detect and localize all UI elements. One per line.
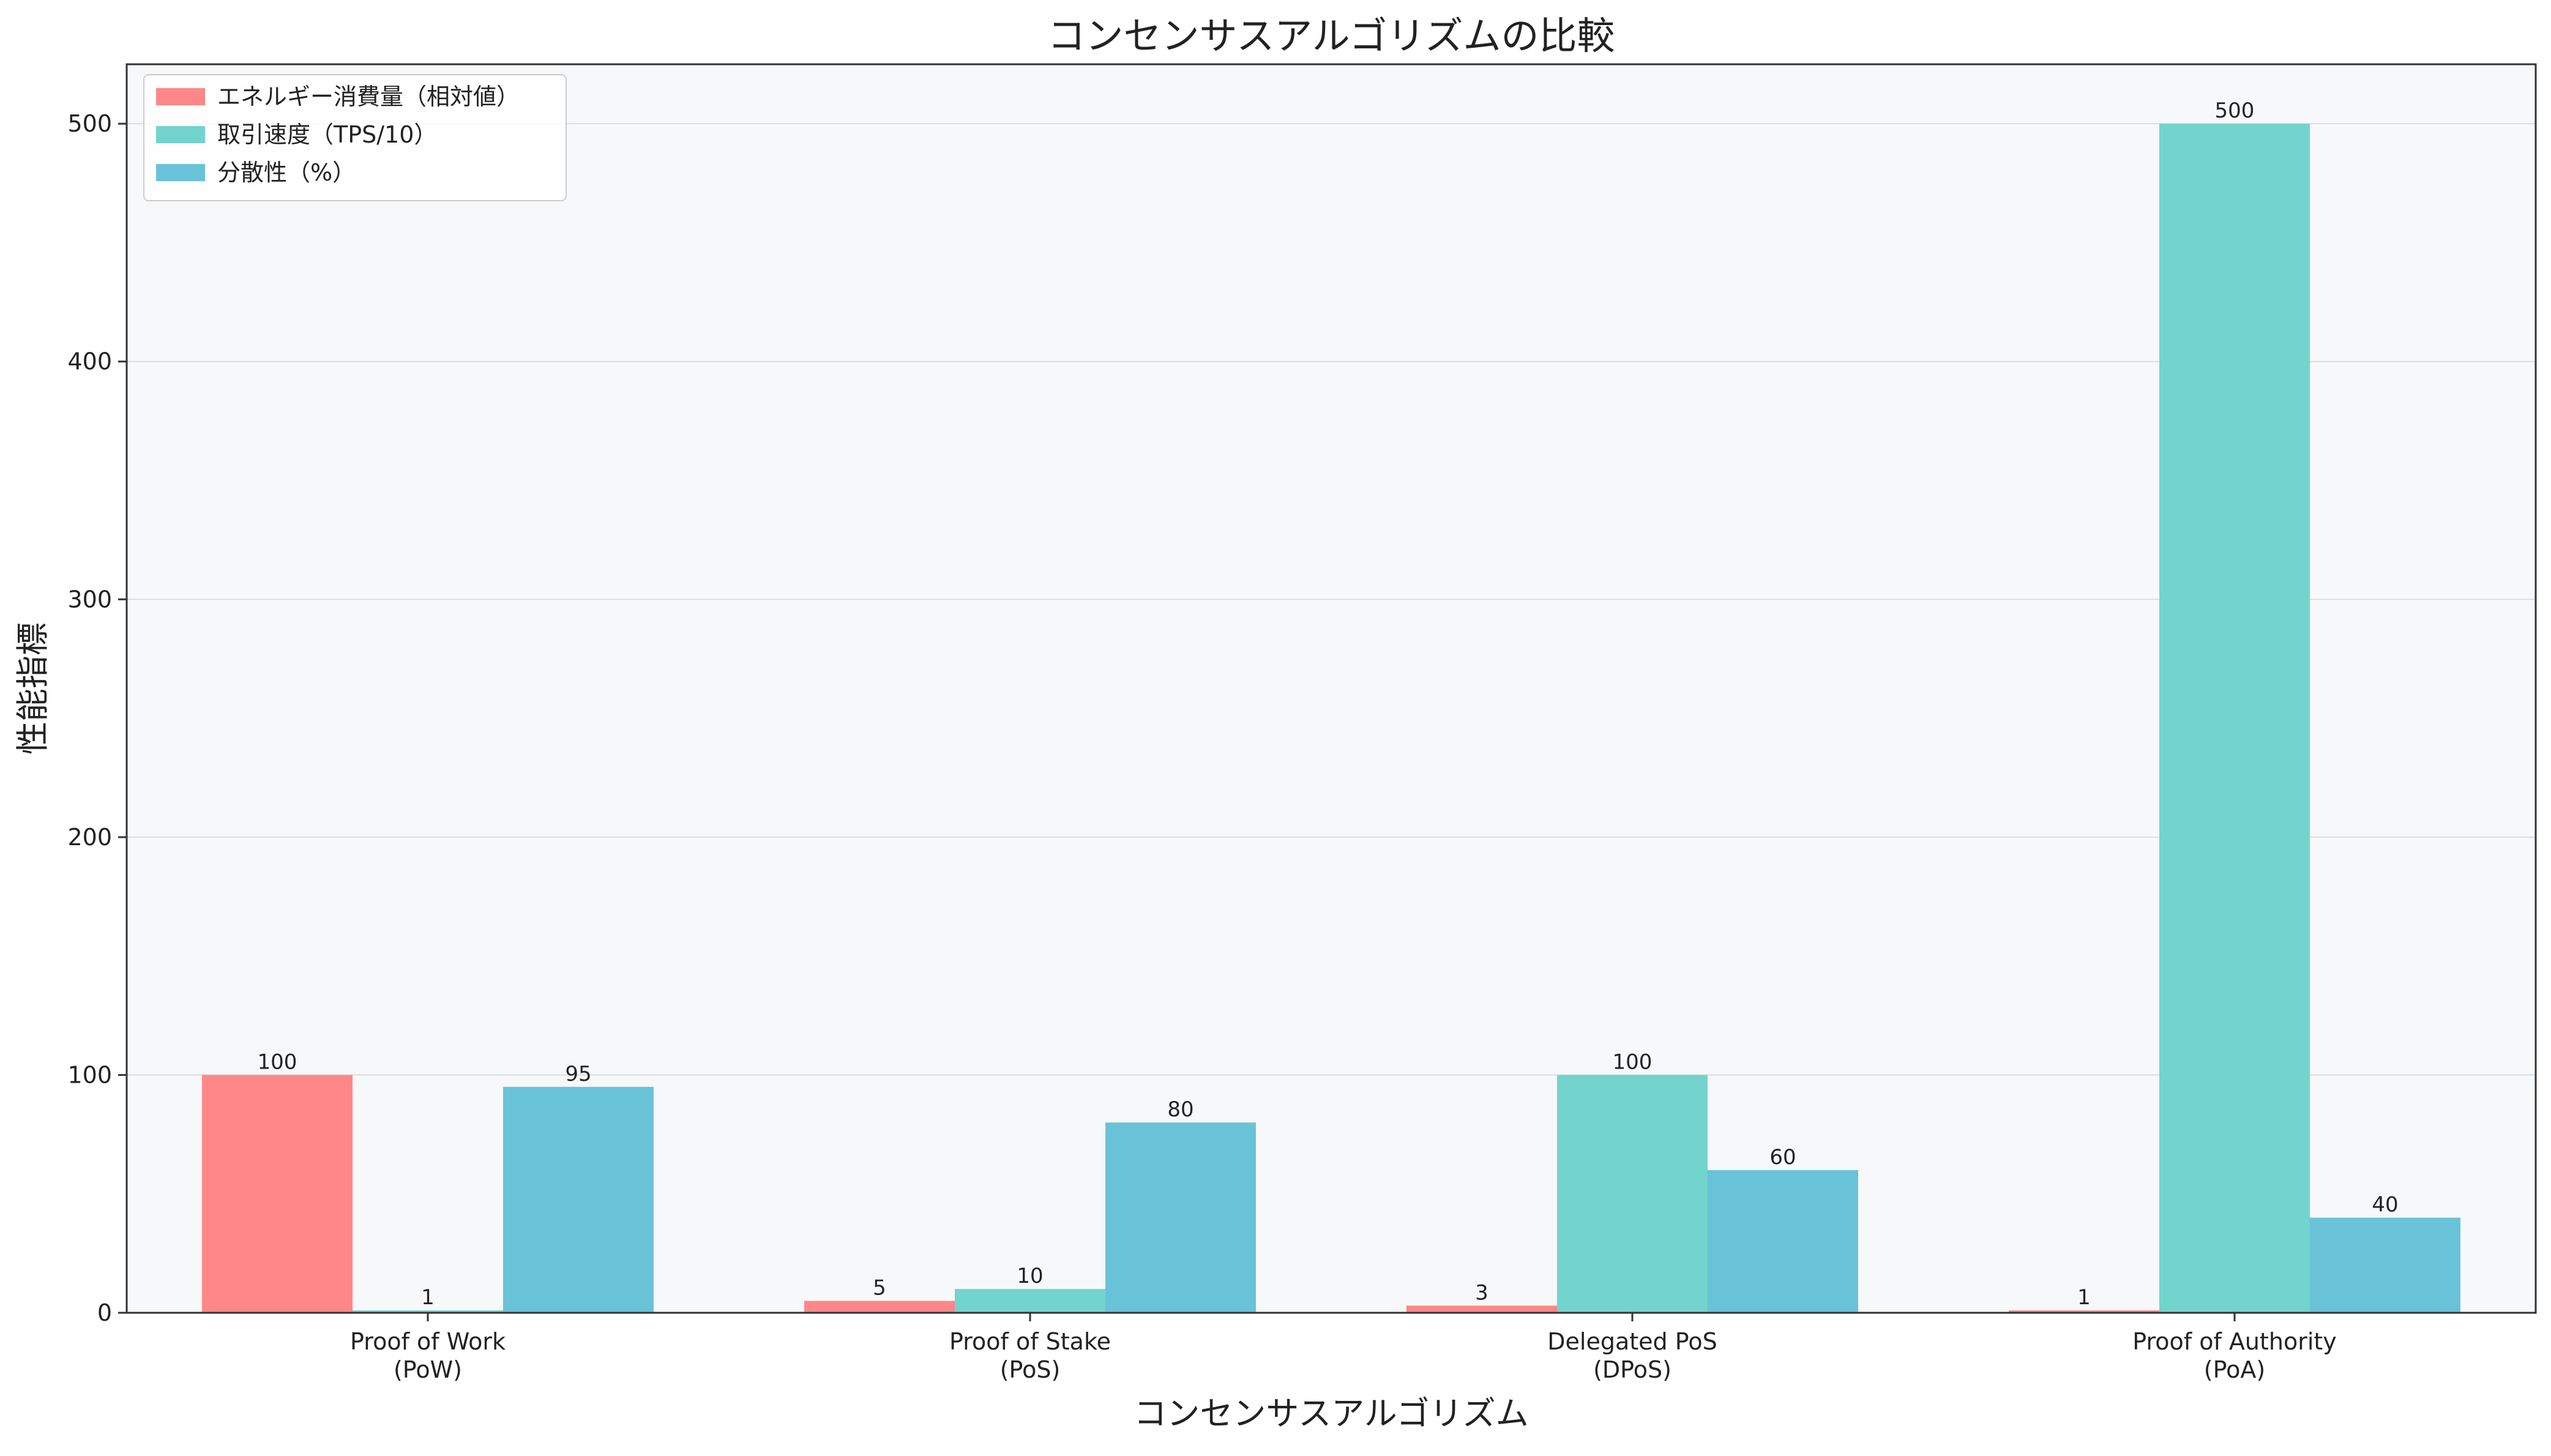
bar <box>1406 1305 1557 1313</box>
legend: エネルギー消費量（相対値） 取引速度（TPS/10） 分散性（%） <box>143 74 567 201</box>
x-axis-title: コンセンサスアルゴリズム <box>1134 1394 1528 1433</box>
bar <box>1708 1170 1858 1313</box>
plot-frame <box>125 63 2537 1314</box>
x-tick-label: Delegated PoS <box>1547 1328 1717 1355</box>
bar <box>1557 1075 1708 1313</box>
bar-value-label: 80 <box>1167 1097 1193 1122</box>
bar <box>353 1310 503 1313</box>
x-tick-label: (PoA) <box>2204 1356 2265 1383</box>
bar-value-label: 40 <box>2372 1193 2398 1217</box>
bar-value-label: 95 <box>565 1062 591 1086</box>
bars <box>202 124 2460 1313</box>
bar-value-label: 100 <box>258 1050 297 1074</box>
bar-value-label: 3 <box>1475 1280 1488 1305</box>
y-tick-label: 200 <box>67 824 112 851</box>
x-tick-label: (PoS) <box>1000 1356 1061 1383</box>
bar <box>1105 1122 1256 1313</box>
y-tick-label: 300 <box>67 586 112 613</box>
y-axis-title: 性能指標 <box>13 622 52 755</box>
legend-label: 分散性（%） <box>217 159 356 186</box>
bar-value-label: 100 <box>1613 1050 1653 1074</box>
bar-value-label: 1 <box>421 1285 435 1310</box>
bar <box>202 1075 353 1313</box>
legend-box <box>143 74 567 201</box>
x-tick-label: Proof of Authority <box>2132 1328 2337 1355</box>
x-tick-label: Proof of Work <box>350 1328 506 1355</box>
chart-title: コンセンサスアルゴリズムの比較 <box>1048 13 1615 58</box>
x-tick-label: Proof of Stake <box>949 1328 1111 1355</box>
legend-swatch <box>156 164 205 181</box>
y-axis: 0 100 200 300 400 500 <box>67 110 127 1326</box>
bar-value-label: 500 <box>2215 99 2255 123</box>
bar <box>2009 1310 2159 1313</box>
legend-swatch <box>156 126 205 143</box>
x-tick-label: (PoW) <box>394 1356 462 1383</box>
x-axis: Proof of Work(PoW) Proof of Stake(PoS) Del… <box>350 1313 2337 1383</box>
bar-value-label: 5 <box>873 1276 886 1301</box>
legend-label: エネルギー消費量（相対値） <box>217 83 520 110</box>
legend-swatch <box>156 88 205 105</box>
bar <box>2159 124 2310 1313</box>
bar-value-label: 1 <box>2077 1285 2091 1310</box>
x-tick-label: (DPoS) <box>1593 1356 1671 1383</box>
y-tick-label: 500 <box>67 110 112 137</box>
y-tick-label: 400 <box>67 348 112 375</box>
y-tick-label: 0 <box>97 1299 112 1326</box>
bar <box>804 1301 955 1313</box>
data-labels: 100 1 95 5 10 80 3 100 60 1 500 40 <box>258 99 2399 1310</box>
bar <box>503 1086 654 1313</box>
bar-value-label: 10 <box>1017 1264 1043 1288</box>
bar <box>2310 1217 2460 1313</box>
bar-value-label: 60 <box>1769 1145 1796 1170</box>
legend-label: 取引速度（TPS/10） <box>217 121 437 148</box>
y-tick-label: 100 <box>67 1061 112 1088</box>
bar <box>955 1289 1105 1313</box>
